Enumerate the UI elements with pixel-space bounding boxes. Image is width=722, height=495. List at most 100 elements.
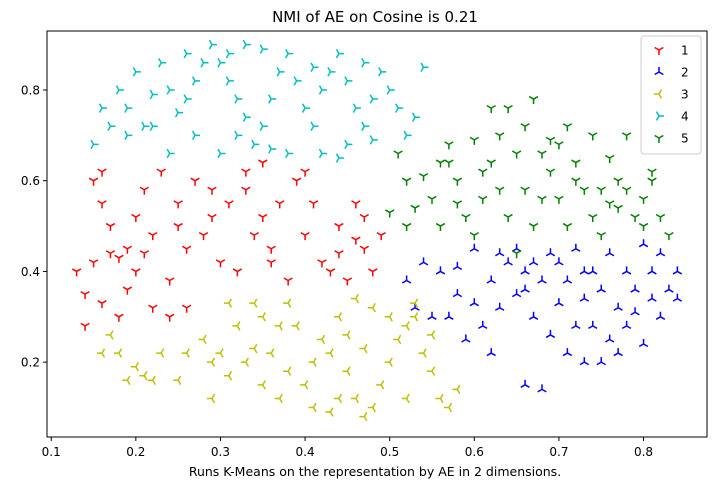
series-3-point [156,348,165,358]
series-1-point [351,236,361,245]
series-5-point [494,132,505,141]
series-2-point [647,266,657,275]
series-5-point [545,136,556,145]
series-3-point [325,348,334,358]
series-1-point [131,213,141,222]
series-4-point [259,44,268,54]
series-4-point [259,121,268,131]
series-1-point [148,231,158,241]
series-3-point [418,348,427,358]
series-5-point [537,150,547,159]
series-3-point [350,293,359,304]
series-3-point [249,298,258,308]
series-1-point [274,200,285,209]
series-5-point [528,95,539,105]
series-4-point [158,58,167,68]
series-3-point [266,348,275,358]
series-3-point [384,312,393,322]
series-2-point [655,248,666,257]
series-3-point [359,411,368,422]
series-3-point [325,407,334,417]
series-1-point [139,186,150,195]
series-3-point [401,393,410,404]
series-5-point [621,186,632,195]
series-2-point [520,379,530,388]
x-tick-label: 0.3 [211,445,230,459]
series-4-point [225,76,234,86]
series-2-point [444,311,454,320]
series-3-point [300,380,309,390]
series-5-point [545,168,556,177]
series-5-point [401,177,412,186]
series-5-point [571,159,581,168]
series-3-point [401,321,410,331]
series-4-point [124,130,133,141]
series-5-point [511,150,522,159]
series-1-point [114,254,124,263]
x-tick-label: 0.7 [549,445,568,459]
series-1-point [105,250,116,259]
series-5-point [469,136,480,145]
series-4-point [234,94,243,104]
series-2-point [588,266,598,275]
series-1-point [266,245,276,254]
legend-label: 1 [681,44,689,58]
series-2-point [537,275,547,284]
y-tick-label: 0.6 [21,174,40,188]
series-2-point [664,284,674,293]
series-3-point [122,375,131,386]
series-3-point [317,334,326,345]
series-3-point [223,298,233,308]
series-2-point [613,302,623,311]
series-5-point [596,231,606,241]
series-5-point [486,104,496,114]
series-4-point [378,67,387,77]
series-2-point [562,348,573,357]
series-1-point [88,177,99,186]
series-2-point [537,384,547,393]
series-3-point [147,375,156,386]
series-1-point [351,200,361,209]
series-5-point [604,200,615,209]
series-5-point [554,141,564,150]
series-3-point [410,312,419,322]
series-5-point [478,168,488,177]
series-3-point [291,321,300,331]
series-4-point [386,85,395,95]
series-2-point [562,275,573,284]
series-4-point [242,39,251,50]
series-5-point [393,150,403,159]
series-1-point [122,245,133,254]
series-2-point [461,334,471,343]
series-5-point [478,195,488,204]
series-3-point [274,321,283,331]
series-4-point [310,62,319,72]
series-2-point [613,348,623,357]
series-5-point [630,213,640,222]
series-4-point [175,107,184,118]
series-4-point [242,112,251,122]
series-4-point [352,103,361,113]
series-2-point [401,275,412,284]
series-4-point [403,130,412,141]
series-5-point [528,222,539,232]
series-5-point [494,186,505,195]
series-3-point [435,393,444,404]
series-4-point [335,153,344,163]
series-4-point [149,121,158,131]
series-2-point [528,311,539,320]
series-3-point [427,330,436,340]
series-5-point [571,177,581,186]
series-1-point [215,259,226,268]
series-2-point [630,307,640,316]
series-1-point [80,290,90,300]
x-tick-label: 0.2 [126,445,145,459]
series-2-point [579,266,590,275]
series-1-point [291,177,302,186]
series-3-point [240,357,249,367]
series-4-point [285,148,294,159]
series-1-point [249,231,260,241]
series-4-point [191,76,201,86]
series-2-point [494,302,505,311]
